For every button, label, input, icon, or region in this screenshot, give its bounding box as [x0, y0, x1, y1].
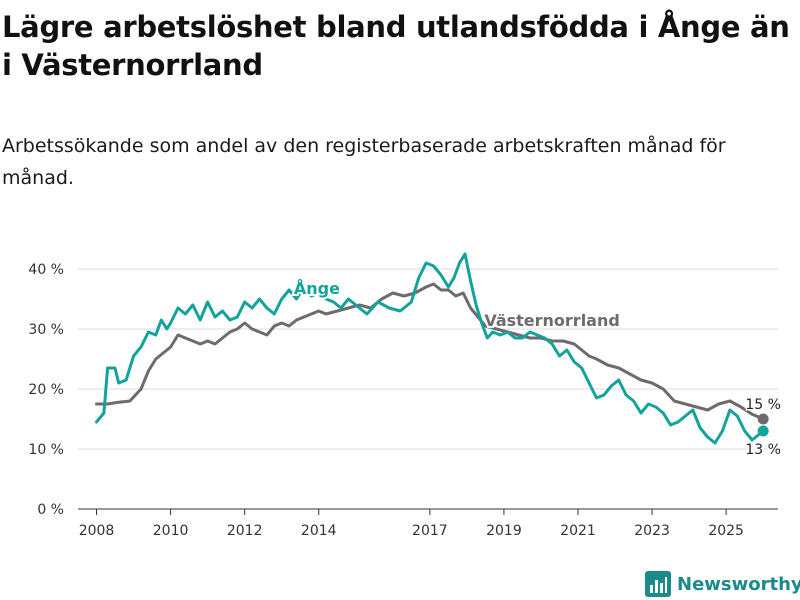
y-tick-label: 10 % [28, 442, 64, 458]
x-tick-label: 2014 [301, 523, 337, 539]
y-tick-label: 20 % [28, 382, 64, 398]
x-tick-label: 2017 [412, 523, 448, 539]
x-tick-label: 2012 [227, 523, 263, 539]
end-value-label-vasternorrland: 15 % [745, 397, 781, 413]
series-labels: Ånge Västernorrland 15 % 13 % [292, 277, 783, 459]
newsworthy-logo: Newsworthy [645, 568, 800, 600]
series-lines [95, 252, 769, 445]
y-tick-label: 30 % [28, 322, 64, 338]
end-value-label-ange: 13 % [745, 442, 781, 458]
y-tick-label: 40 % [28, 262, 64, 278]
x-tick-label: 2025 [708, 523, 744, 539]
axes: 0 % 10 % 20 % 30 % 40 % 2008 2010 2012 2014 2017 2… [28, 262, 778, 539]
x-tick-label: 2019 [486, 523, 522, 539]
x-tick-label: 2010 [153, 523, 189, 539]
line-chart: 0 % 10 % 20 % 30 % 40 % 2008 2010 2012 2014 2017 2… [28, 252, 783, 539]
series-line-vasternorrland [95, 282, 765, 421]
series-label-ange: Ånge [294, 279, 340, 298]
series-label-vasternorrland: Västernorrland [484, 311, 620, 330]
bar-chart-logo-icon [645, 571, 671, 597]
x-tick-label: 2008 [79, 523, 115, 539]
brand-name: Newsworthy [677, 573, 800, 595]
y-tick-label: 0 % [37, 502, 64, 518]
end-point-vasternorrland [757, 413, 769, 425]
x-tick-label: 2021 [560, 523, 596, 539]
gridlines [78, 268, 778, 450]
end-point-ange [757, 425, 769, 437]
series-line-ange [95, 252, 765, 445]
x-tick-label: 2023 [634, 523, 670, 539]
chart-title: Lägre arbetslöshet bland utlandsfödda i … [2, 10, 790, 82]
chart-subtitle: Arbetssökande som andel av den registerb… [2, 135, 726, 189]
